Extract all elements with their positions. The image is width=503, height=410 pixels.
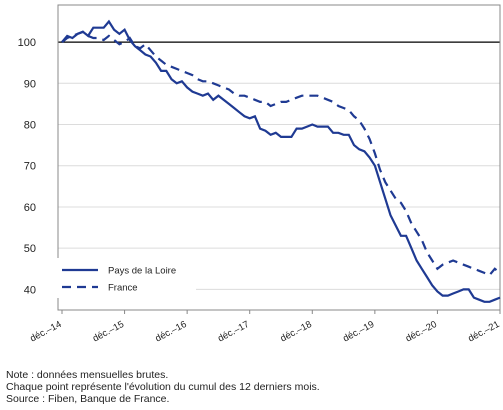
plot-frame xyxy=(57,4,501,311)
y-tick-label: 70 xyxy=(24,161,36,173)
x-tick-label: déc.–16 xyxy=(154,319,189,345)
x-tick-label: déc.–14 xyxy=(28,319,63,345)
y-tick-label: 90 xyxy=(24,78,36,90)
legend-label: Pays de la Loire xyxy=(108,266,176,277)
x-tick-label: déc.–17 xyxy=(216,319,251,345)
y-tick-label: 60 xyxy=(24,202,36,214)
x-tick-label: déc.–19 xyxy=(341,319,376,345)
legend-box xyxy=(56,258,196,298)
note: Source : Fiben, Banque de France. xyxy=(6,393,170,405)
x-tick-label: déc.–18 xyxy=(279,319,314,345)
x-tick-label: déc.–21 xyxy=(466,319,501,345)
series-line xyxy=(61,19,501,303)
x-tick-label: déc.–20 xyxy=(404,319,439,345)
series-line xyxy=(61,30,501,277)
y-tick-label: 50 xyxy=(24,243,36,255)
note: Note : données mensuelles brutes. xyxy=(6,369,169,381)
x-tick-label: déc.–15 xyxy=(91,319,126,345)
legend-label: France xyxy=(108,283,138,294)
chart: 40 50 60 70 80 90 100 déc.–14 déc.–15 déc.–16 déc.… xyxy=(18,4,501,345)
y-tick-label: 100 xyxy=(18,37,36,49)
y-tick-label: 40 xyxy=(24,284,36,296)
y-tick-label: 80 xyxy=(24,120,36,132)
note: Chaque point représente l'évolution du c… xyxy=(6,381,320,393)
